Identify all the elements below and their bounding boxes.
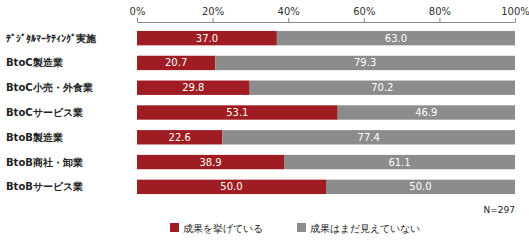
bar [326, 180, 515, 194]
bar [215, 56, 515, 70]
annotation: N=297 [484, 205, 515, 215]
data-label: 46.9 [415, 107, 437, 118]
tick-label: 80% [429, 6, 451, 17]
bar [137, 31, 277, 45]
category-label: ﾃﾞｼﾞﾀﾙﾏｰｹﾃｨﾝｸﾞ実施 [6, 33, 97, 44]
data-label: 79.3 [354, 57, 376, 68]
bar [137, 130, 222, 144]
bar [137, 56, 215, 70]
data-label: 50.0 [409, 181, 431, 192]
tick-label: 20% [202, 6, 224, 17]
tick: 20% [202, 6, 224, 22]
data-labels: 37.0 63.0 20.7 79.3 29.8 70.2 53.1 46.9 22.6 77.4… [165, 33, 438, 193]
tick-label: 0% [130, 6, 146, 17]
bar [137, 105, 338, 119]
tick: 80% [429, 6, 451, 22]
category-label: BtoBサービス業 [6, 181, 83, 192]
data-label: 38.9 [199, 157, 221, 168]
data-label: 22.6 [169, 132, 191, 143]
category-label: BtoB製造業 [6, 132, 63, 143]
tick: 100% [501, 6, 529, 22]
tick-label: 60% [353, 6, 375, 17]
bar [284, 155, 515, 169]
tick-label: 100% [501, 6, 529, 17]
axis-line [138, 22, 516, 23]
category-label: BtoB商社・卸業 [6, 157, 83, 168]
tick: 0% [130, 6, 146, 22]
bar [137, 81, 250, 95]
legend: 成果を挙げている 成果はまだ見えていない [170, 223, 420, 234]
tick-mark [364, 18, 365, 22]
chart-svg: 0% 20% 40% 60% 80% 100% 37.0 63.0 20.7 79.3 29.8 70… [0, 0, 529, 246]
legend-swatch [170, 223, 179, 232]
bar [137, 155, 284, 169]
data-label: 50.0 [220, 181, 242, 192]
bar [250, 81, 515, 95]
category-label: BtoCサービス業 [6, 107, 83, 118]
data-label: 20.7 [165, 57, 187, 68]
tick-mark [288, 18, 289, 22]
data-label: 61.1 [388, 157, 410, 168]
tick-mark [515, 18, 516, 22]
tick-mark [439, 18, 440, 22]
bar [137, 180, 326, 194]
data-label: 37.0 [196, 33, 218, 44]
chart-container: 0% 20% 40% 60% 80% 100% 37.0 63.0 20.7 79.3 29.8 70… [0, 0, 529, 246]
data-label: 70.2 [371, 82, 393, 93]
category-label: BtoC小売・外食業 [6, 82, 93, 93]
tick-mark [137, 18, 138, 22]
legend-label: 成果を挙げている [183, 223, 263, 234]
data-label: 29.8 [182, 82, 204, 93]
tick: 60% [353, 6, 375, 22]
x-axis: 0% 20% 40% 60% 80% 100% [130, 6, 529, 23]
bar [277, 31, 515, 45]
data-label: 77.4 [358, 132, 380, 143]
data-label: 63.0 [385, 33, 407, 44]
bars [137, 31, 515, 194]
tick-mark [213, 18, 214, 22]
legend-label: 成果はまだ見えていない [310, 223, 420, 234]
bar [222, 130, 515, 144]
bar [338, 105, 515, 119]
tick-label: 40% [278, 6, 300, 17]
legend-swatch [297, 223, 306, 232]
tick: 40% [278, 6, 300, 22]
category-label: BtoC製造業 [6, 57, 63, 68]
data-label: 53.1 [226, 107, 248, 118]
